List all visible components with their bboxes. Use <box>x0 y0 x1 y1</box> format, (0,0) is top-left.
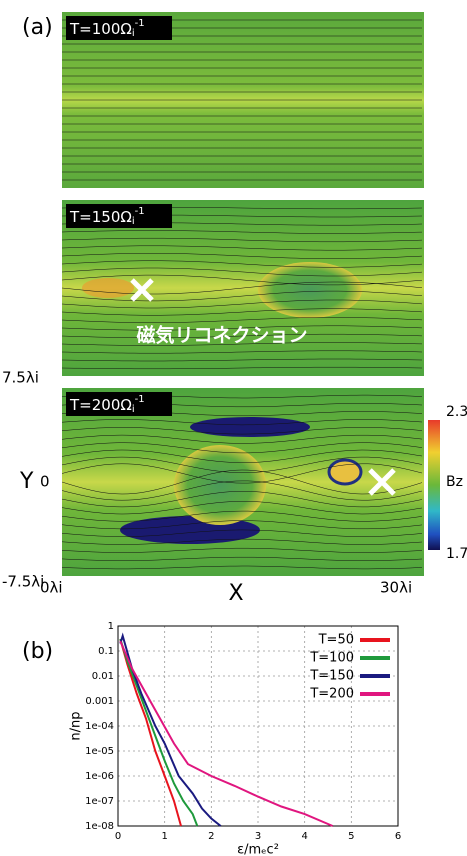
frame-label-sub: i <box>132 404 135 415</box>
y-axis-label: n/np <box>69 711 84 740</box>
y-axis-label: Y <box>19 469 34 494</box>
x-axis-label: ε/mₑc² <box>237 843 279 856</box>
island <box>329 460 361 484</box>
x-left-label: 0λi <box>40 579 63 597</box>
y-tick-label: 1e-05 <box>85 746 114 757</box>
legend-label: T=150 <box>309 669 354 684</box>
legend-label: T=50 <box>318 633 354 648</box>
simulation-frames <box>62 12 424 576</box>
legend-label: T=200 <box>309 687 354 702</box>
series-line <box>120 636 220 826</box>
y-top-label: 7.5λi <box>2 369 39 387</box>
x-tick-label: 6 <box>395 831 401 842</box>
x-tick-label: 0 <box>115 831 121 842</box>
x-tick-label: 2 <box>208 831 214 842</box>
panel-label: (a) <box>22 15 53 40</box>
x-tick-label: 5 <box>348 831 354 842</box>
x-tick-label: 4 <box>301 831 307 842</box>
y-tick-label: 1e-07 <box>85 796 114 807</box>
x-right-label: 30λi <box>380 579 412 597</box>
y-tick-label: 0.001 <box>85 696 114 707</box>
colorbar <box>428 420 440 550</box>
y-tick-label: 1e-04 <box>85 721 114 732</box>
y-tick-label: 1e-08 <box>85 821 114 832</box>
frame-label-sub: i <box>132 28 135 39</box>
y-tick-label: 1 <box>108 621 114 632</box>
frame-label-main: T=100Ω <box>69 20 132 38</box>
annotation: 磁気リコネクション <box>136 324 307 347</box>
y-bottom-label: -7.5λi <box>2 573 44 591</box>
y-tick-label: 0.01 <box>92 671 114 682</box>
frame-label-sup: -1 <box>135 18 145 29</box>
y-tick-label: 0.1 <box>98 646 114 657</box>
colorbar-label: Bz <box>446 474 463 490</box>
y-mid-label: 0 <box>40 473 50 491</box>
x-axis-label: X <box>228 581 243 606</box>
series-line <box>120 641 332 826</box>
island <box>82 278 134 298</box>
frame-label-main: T=200Ω <box>69 396 132 414</box>
frame-label-main: T=150Ω <box>69 208 132 226</box>
x-tick-label: 3 <box>255 831 261 842</box>
legend-label: T=100 <box>309 651 354 666</box>
y-tick-label: 1e-06 <box>85 771 114 782</box>
frame-label-sup: -1 <box>135 394 145 405</box>
colorbar-min: 1.7 <box>446 546 467 562</box>
island <box>258 262 362 318</box>
frame-label-sup: -1 <box>135 206 145 217</box>
frame-label-sub: i <box>132 216 135 227</box>
x-tick-label: 1 <box>161 831 167 842</box>
colorbar-max: 2.3 <box>446 404 467 420</box>
figure: (a) T=100Ωi-1T=150Ωi-1T=200Ωi-1 磁気リコネクショ… <box>0 0 467 856</box>
panel-label: (b) <box>22 639 53 664</box>
